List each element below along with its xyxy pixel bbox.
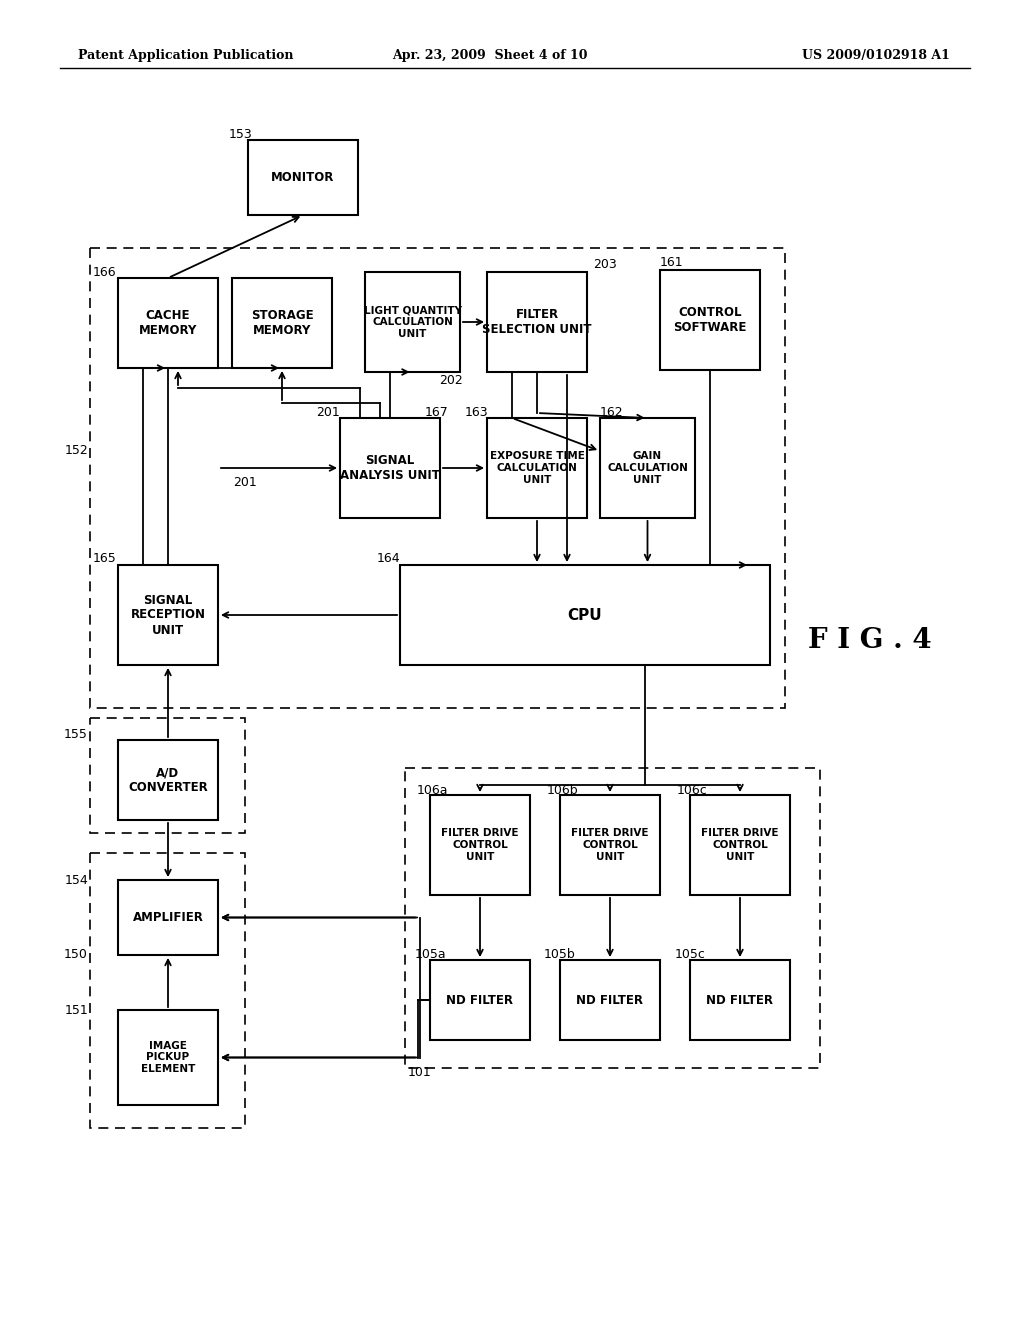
Text: ND FILTER: ND FILTER <box>577 994 643 1006</box>
Text: 105a: 105a <box>414 949 445 961</box>
Text: AMPLIFIER: AMPLIFIER <box>132 911 204 924</box>
Text: IMAGE
PICKUP
ELEMENT: IMAGE PICKUP ELEMENT <box>141 1041 196 1074</box>
Text: FILTER DRIVE
CONTROL
UNIT: FILTER DRIVE CONTROL UNIT <box>701 829 778 862</box>
Bar <box>90 248 785 708</box>
Bar <box>430 960 530 1040</box>
Text: 203: 203 <box>593 259 616 272</box>
Text: ND FILTER: ND FILTER <box>707 994 773 1006</box>
Bar <box>690 960 790 1040</box>
Bar <box>118 741 218 820</box>
Bar <box>118 565 218 665</box>
Text: 166: 166 <box>92 265 116 279</box>
Text: 153: 153 <box>228 128 252 141</box>
Bar <box>232 279 332 368</box>
Text: 105c: 105c <box>675 949 706 961</box>
Text: CPU: CPU <box>567 607 602 623</box>
Text: SIGNAL
ANALYSIS UNIT: SIGNAL ANALYSIS UNIT <box>340 454 440 482</box>
Text: 163: 163 <box>464 405 488 418</box>
Text: Apr. 23, 2009  Sheet 4 of 10: Apr. 23, 2009 Sheet 4 of 10 <box>392 49 588 62</box>
Text: 106c: 106c <box>677 784 708 796</box>
Text: STORAGE
MEMORY: STORAGE MEMORY <box>251 309 313 337</box>
Text: ND FILTER: ND FILTER <box>446 994 513 1006</box>
Bar <box>406 768 820 1068</box>
Text: 167: 167 <box>424 405 449 418</box>
Text: 106a: 106a <box>416 784 447 796</box>
Bar <box>560 960 660 1040</box>
Bar <box>90 853 245 1129</box>
Bar <box>248 140 358 215</box>
Bar <box>118 880 218 954</box>
Bar <box>118 1010 218 1105</box>
Text: 152: 152 <box>65 444 88 457</box>
Text: F I G . 4: F I G . 4 <box>808 627 932 653</box>
Text: 150: 150 <box>65 949 88 961</box>
Bar <box>487 272 587 372</box>
Bar <box>400 565 770 665</box>
Text: SIGNAL
RECEPTION
UNIT: SIGNAL RECEPTION UNIT <box>130 594 206 636</box>
Bar <box>487 418 587 517</box>
Bar <box>365 272 460 372</box>
Bar <box>660 271 760 370</box>
Text: 161: 161 <box>660 256 684 269</box>
Text: A/D
CONVERTER: A/D CONVERTER <box>128 766 208 795</box>
Text: MONITOR: MONITOR <box>271 172 335 183</box>
Text: 202: 202 <box>439 374 463 387</box>
Text: 155: 155 <box>65 729 88 742</box>
Text: 201: 201 <box>316 405 340 418</box>
Text: LIGHT QUANTITY
CALCULATION
UNIT: LIGHT QUANTITY CALCULATION UNIT <box>364 305 462 339</box>
Text: US 2009/0102918 A1: US 2009/0102918 A1 <box>802 49 950 62</box>
Text: 101: 101 <box>408 1065 432 1078</box>
Text: CONTROL
SOFTWARE: CONTROL SOFTWARE <box>674 306 746 334</box>
Bar <box>560 795 660 895</box>
Text: GAIN
CALCULATION
UNIT: GAIN CALCULATION UNIT <box>607 451 688 484</box>
Bar <box>690 795 790 895</box>
Text: 154: 154 <box>65 874 88 887</box>
Text: 164: 164 <box>377 552 400 565</box>
Bar <box>118 279 218 368</box>
Text: FILTER DRIVE
CONTROL
UNIT: FILTER DRIVE CONTROL UNIT <box>441 829 519 862</box>
Text: CACHE
MEMORY: CACHE MEMORY <box>139 309 198 337</box>
Text: EXPOSURE TIME
CALCULATION
UNIT: EXPOSURE TIME CALCULATION UNIT <box>489 451 585 484</box>
Text: Patent Application Publication: Patent Application Publication <box>78 49 294 62</box>
Text: 105b: 105b <box>544 949 575 961</box>
Text: FILTER DRIVE
CONTROL
UNIT: FILTER DRIVE CONTROL UNIT <box>571 829 649 862</box>
Bar <box>430 795 530 895</box>
Text: 151: 151 <box>65 1003 88 1016</box>
Text: 165: 165 <box>92 552 116 565</box>
Bar <box>340 418 440 517</box>
Text: FILTER
SELECTION UNIT: FILTER SELECTION UNIT <box>482 308 592 337</box>
Text: 106b: 106b <box>546 784 578 796</box>
Text: 162: 162 <box>600 405 624 418</box>
Bar <box>90 718 245 833</box>
Bar <box>600 418 695 517</box>
Text: 201: 201 <box>233 477 257 490</box>
